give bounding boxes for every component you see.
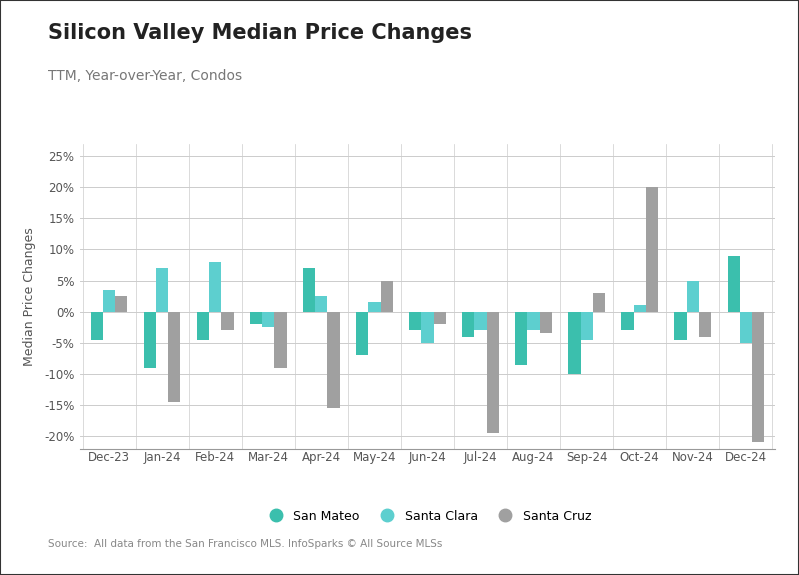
Bar — [539, 312, 552, 334]
Bar — [144, 312, 156, 367]
Bar — [380, 281, 392, 312]
Bar — [221, 312, 233, 330]
Bar — [593, 293, 605, 312]
Bar — [487, 312, 499, 433]
Bar — [262, 312, 274, 327]
Bar — [728, 256, 740, 312]
Bar — [250, 312, 262, 324]
Bar — [434, 312, 446, 324]
Bar — [197, 312, 209, 340]
Text: Silicon Valley Median Price Changes: Silicon Valley Median Price Changes — [48, 23, 472, 43]
Bar — [674, 312, 686, 340]
Bar — [303, 268, 316, 312]
Bar — [356, 312, 368, 355]
Bar — [462, 312, 475, 336]
Bar — [699, 312, 711, 336]
Bar — [515, 312, 527, 365]
Legend: San Mateo, Santa Clara, Santa Cruz: San Mateo, Santa Clara, Santa Cruz — [258, 505, 597, 528]
Bar — [115, 296, 127, 312]
Bar — [156, 268, 169, 312]
Bar — [421, 312, 434, 343]
Bar — [475, 312, 487, 330]
Bar — [274, 312, 287, 367]
Bar — [91, 312, 103, 340]
Bar — [740, 312, 752, 343]
Bar — [527, 312, 539, 330]
Bar — [103, 290, 115, 312]
Bar — [752, 312, 764, 442]
Bar — [686, 281, 699, 312]
Bar — [581, 312, 593, 340]
Bar — [622, 312, 634, 330]
Text: Source:  All data from the San Francisco MLS. InfoSparks © All Source MLSs: Source: All data from the San Francisco … — [48, 539, 443, 549]
Bar — [169, 312, 181, 402]
Bar — [409, 312, 421, 330]
Bar — [568, 312, 581, 374]
Bar — [634, 305, 646, 312]
Bar — [209, 262, 221, 312]
Bar — [368, 302, 380, 312]
Text: TTM, Year-over-Year, Condos: TTM, Year-over-Year, Condos — [48, 69, 242, 83]
Bar — [646, 187, 658, 312]
Bar — [316, 296, 328, 312]
Y-axis label: Median Price Changes: Median Price Changes — [22, 227, 36, 366]
Bar — [328, 312, 340, 408]
